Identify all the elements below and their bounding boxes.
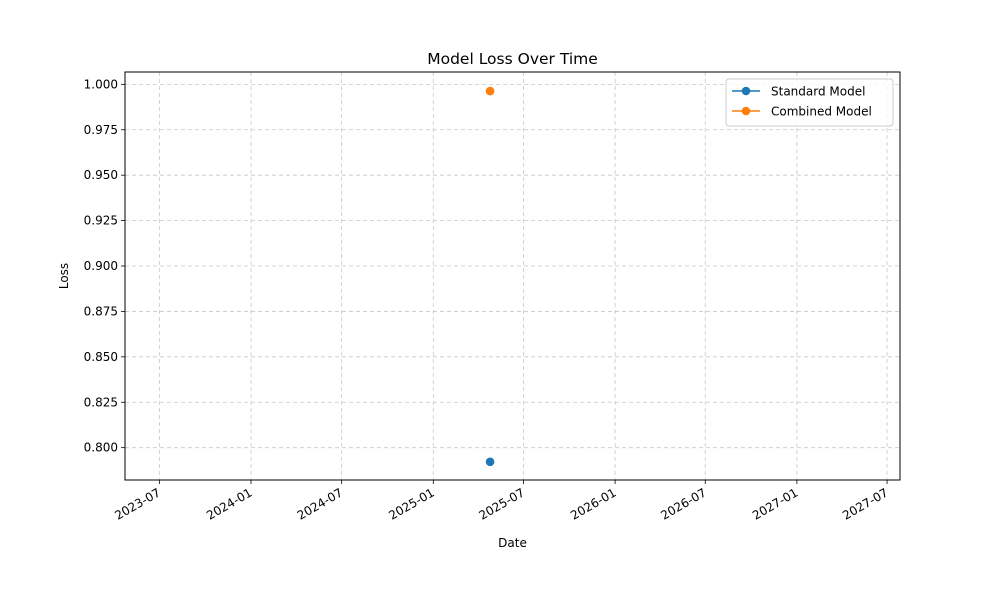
y-tick-label: 0.900 — [84, 259, 118, 273]
legend-frame — [725, 78, 894, 127]
plot-area-frame — [124, 71, 901, 481]
y-tick-label: 0.975 — [84, 123, 118, 137]
y-tick-label: 0.925 — [84, 214, 118, 228]
y-axis-label: Loss — [57, 263, 71, 289]
y-tick-label: 0.950 — [84, 168, 118, 182]
y-tick-label: 0.825 — [84, 395, 118, 409]
x-axis-label: Date — [498, 536, 527, 550]
legend: Standard Model Combined Model — [725, 78, 894, 127]
grid-lines — [125, 72, 900, 480]
legend-label-standard-model: Standard Model — [771, 85, 865, 99]
y-axis-ticks: 0.800 0.825 0.850 0.875 0.900 0.925 0.950 0.975… — [84, 77, 125, 455]
data-point-combined-model — [485, 86, 495, 96]
data-point-standard-model — [485, 457, 495, 467]
legend-marker-standard-model — [741, 86, 751, 96]
y-tick-label: 1.000 — [84, 77, 118, 91]
legend-label-combined-model: Combined Model — [771, 105, 872, 119]
chart-title: Model Loss Over Time — [427, 50, 598, 68]
y-tick-label: 0.875 — [84, 304, 118, 318]
y-tick-label: 0.800 — [84, 441, 118, 455]
y-tick-label: 0.850 — [84, 350, 118, 364]
data-points — [485, 86, 495, 467]
legend-marker-combined-model — [741, 106, 751, 116]
